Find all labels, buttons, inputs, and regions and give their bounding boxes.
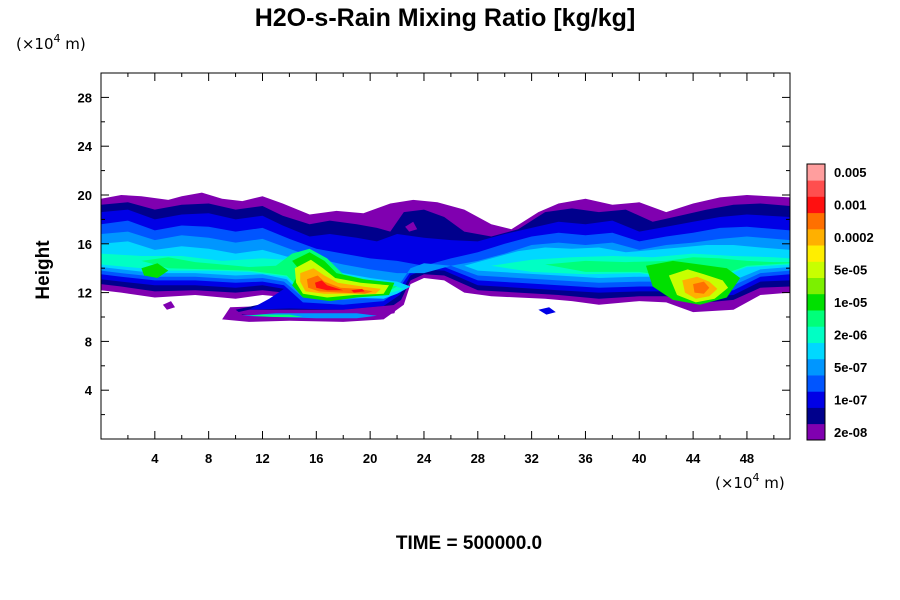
- x-unit-label: (×104 m): [715, 471, 785, 492]
- contour-region-20: [315, 280, 344, 291]
- colorbar-label: 0.001: [834, 198, 867, 213]
- y-unit-label: (×104 m): [16, 32, 86, 53]
- y-axis-label: Height: [33, 240, 54, 300]
- colorbar-swatch: [807, 310, 825, 327]
- colorbar-swatch: [807, 326, 825, 343]
- contour-region-4: [101, 231, 790, 300]
- colorbar-label: 2e-08: [834, 425, 867, 440]
- x-tick-label: 16: [309, 451, 323, 466]
- x-tick-label: 4: [151, 451, 159, 466]
- chart-title: H2O-s-Rain Mixing Ratio [kg/kg]: [255, 4, 636, 32]
- x-tick-label: 20: [363, 451, 377, 466]
- x-tick-label: 32: [524, 451, 538, 466]
- contour-region-19: [693, 281, 710, 294]
- contour-region-3: [101, 220, 790, 305]
- x-tick-label: 28: [471, 451, 485, 466]
- colorbar-swatch: [807, 180, 825, 197]
- x-unit-base: (×10: [715, 474, 753, 492]
- x-unit-tail: m): [760, 474, 785, 492]
- colorbar-label: 1e-05: [834, 295, 867, 310]
- x-tick-label: 48: [740, 451, 754, 466]
- colorbar-label: 2e-06: [834, 328, 867, 343]
- x-tick-label: 12: [255, 451, 269, 466]
- colorbar-label: 0.005: [834, 165, 867, 180]
- colorbar-label: 1e-07: [834, 392, 867, 407]
- colorbar-swatch: [807, 212, 825, 230]
- colorbar-swatch: [807, 375, 825, 392]
- y-tick-label: 20: [78, 188, 92, 203]
- x-unit-exponent: 4: [753, 471, 760, 484]
- y-tick-label: 16: [78, 237, 92, 252]
- colorbar-swatch: [807, 407, 825, 425]
- contour-region-26: [538, 307, 556, 315]
- x-tick-label: 40: [632, 451, 646, 466]
- plot-frame: [100, 72, 791, 440]
- colorbar-swatch: [807, 293, 825, 311]
- y-tick-label: 12: [78, 286, 92, 301]
- colorbar: 2e-08 1e-07 5e-07 2e-06 1e-05 5e-05 0.0002 0.00…: [806, 163, 874, 441]
- x-tick-label: 8: [205, 451, 212, 466]
- colorbar-swatch: [807, 228, 825, 246]
- colorbar-swatch: [807, 342, 825, 360]
- colorbar-swatch: [807, 261, 825, 278]
- x-axis: 4 8 12 16 20 24 28 32 36 40 44 48: [127, 73, 775, 466]
- y-tick-label: 24: [78, 139, 93, 154]
- contour-region-24: [249, 314, 303, 317]
- colorbar-label: 5e-05: [834, 263, 867, 278]
- x-tick-label: 36: [578, 451, 592, 466]
- contour-region-25: [162, 301, 175, 310]
- y-tick-label: 28: [78, 90, 92, 105]
- x-tick-label: 24: [417, 451, 432, 466]
- colorbar-swatch: [807, 245, 825, 262]
- colorbar-swatch: [807, 423, 825, 441]
- y-unit-exponent: 4: [54, 32, 61, 45]
- contour-region-21: [351, 288, 365, 293]
- colorbar-swatch: [807, 196, 825, 214]
- contour-region-11: [141, 263, 169, 278]
- y-unit-base: (×10: [16, 35, 54, 53]
- colorbar-frame: [806, 163, 826, 441]
- contour-region-27: [405, 221, 418, 232]
- colorbar-swatch: [807, 164, 825, 181]
- y-tick-label: 4: [85, 383, 93, 398]
- time-label: TIME = 500000.0: [396, 533, 542, 554]
- x-tick-label: 44: [686, 451, 701, 466]
- y-unit-tail: m): [61, 35, 86, 53]
- colorbar-label: 5e-07: [834, 360, 867, 375]
- colorbar-swatch: [807, 358, 825, 376]
- colorbar-label: 0.0002: [834, 230, 874, 245]
- y-tick-label: 8: [85, 334, 92, 349]
- colorbar-swatch: [807, 277, 825, 295]
- colorbar-swatch: [807, 391, 825, 408]
- contour-fill-layer: [101, 192, 790, 322]
- y-axis: 4 8 12 16 20 24 28: [78, 90, 790, 416]
